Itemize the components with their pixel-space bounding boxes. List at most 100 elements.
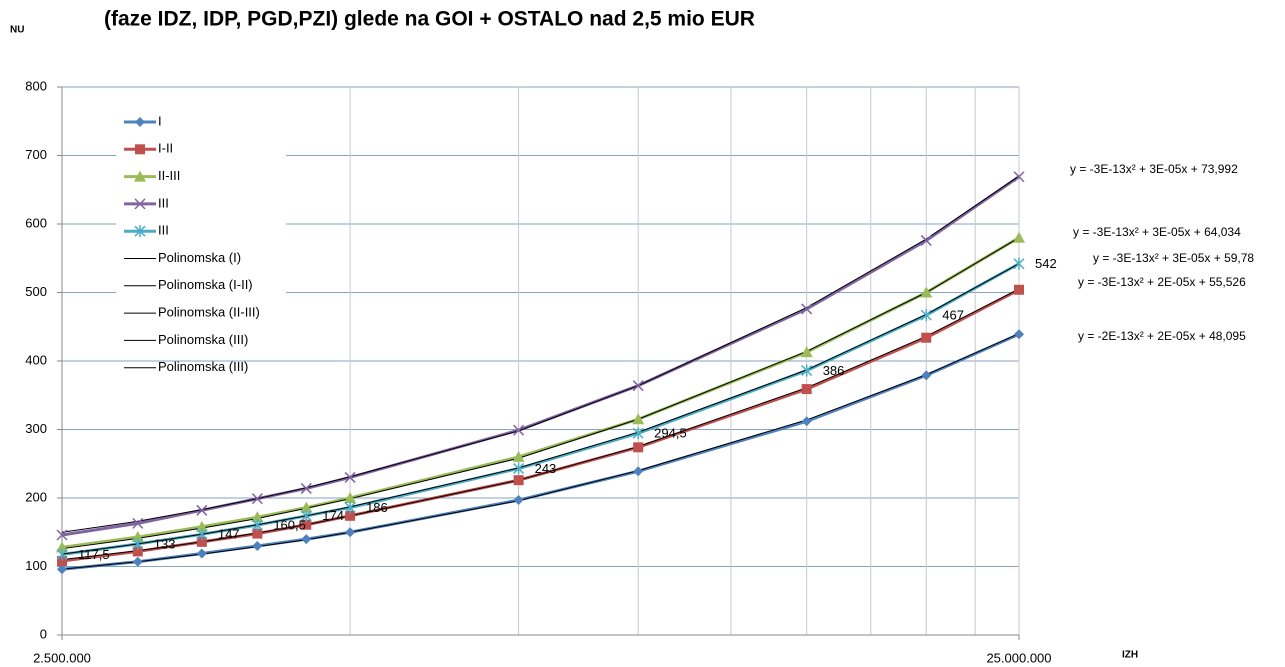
data-label: 186 (366, 500, 388, 515)
legend-label: Polinomska (III) (158, 359, 248, 374)
marker (921, 370, 932, 381)
marker (57, 556, 67, 567)
legend-label: Polinomska (I) (158, 250, 241, 265)
marker (134, 170, 146, 182)
marker (1013, 257, 1025, 270)
marker (1013, 231, 1025, 243)
marker (801, 364, 813, 377)
marker (1013, 171, 1025, 183)
data-label: 386 (823, 363, 845, 378)
trend-equation: y = -3E-13x² + 3E-05x + 59,78 (1093, 251, 1254, 265)
chart-title: (faze IDZ, IDP, PGD,PZI) glede na GOI + … (104, 8, 755, 31)
marker (632, 427, 644, 440)
marker (56, 529, 68, 541)
marker (196, 504, 208, 516)
legend-label: II-III (158, 168, 180, 183)
marker (513, 424, 525, 436)
marker (134, 198, 146, 210)
y-tick-label: 700 (25, 147, 47, 162)
marker (196, 536, 207, 547)
x-axis-label: IZH (1122, 650, 1138, 661)
marker (1014, 284, 1024, 295)
marker (132, 556, 143, 567)
marker (800, 346, 813, 358)
marker (300, 509, 312, 522)
marker (345, 527, 356, 538)
marker (345, 510, 356, 521)
marker (251, 493, 263, 505)
marker (300, 501, 313, 513)
marker (344, 471, 356, 483)
y-tick-label: 300 (25, 421, 47, 436)
marker (801, 303, 813, 315)
data-label: 467 (942, 308, 964, 323)
legend-label: Polinomska (II-III) (158, 305, 260, 320)
y-tick-label: 0 (40, 626, 47, 641)
marker (633, 442, 644, 453)
marker (513, 475, 524, 486)
marker (300, 482, 312, 494)
marker (633, 466, 644, 477)
marker (301, 519, 312, 530)
marker (131, 531, 144, 543)
marker (135, 117, 145, 127)
legend-label: I (158, 113, 162, 128)
marker (513, 495, 524, 506)
marker (135, 144, 145, 155)
marker (56, 548, 68, 561)
y-tick-label: 600 (25, 215, 47, 230)
marker (801, 416, 812, 427)
legend-label: Polinomska (I-II) (158, 277, 253, 292)
data-label: 133 (154, 536, 176, 551)
data-label: 160,5 (273, 517, 306, 532)
marker (132, 537, 144, 550)
marker (132, 517, 144, 529)
trend-equation: y = -2E-13x² + 2E-05x + 48,095 (1078, 329, 1246, 343)
y-tick-label: 100 (25, 558, 47, 573)
data-label: 147 (218, 527, 240, 542)
marker (920, 286, 933, 298)
y-tick-label: 200 (25, 489, 47, 504)
marker (196, 548, 207, 559)
legend-label: I-II (158, 141, 173, 156)
data-label: 117,5 (78, 547, 110, 562)
legend-label: Polinomska (III) (158, 332, 248, 347)
marker (920, 234, 932, 246)
marker (920, 309, 932, 322)
legend-label: III (158, 223, 169, 238)
legend-label: III (158, 195, 169, 210)
marker (251, 519, 263, 532)
data-label: 294,5 (654, 426, 687, 441)
marker (251, 511, 264, 523)
marker (195, 520, 208, 532)
x-tick-label: 25.000.000 (986, 650, 1051, 665)
trend-equation: y = -3E-13x² + 2E-05x + 55,526 (1078, 275, 1246, 289)
trend-equation: y = -3E-13x² + 3E-05x + 73,992 (1070, 162, 1238, 176)
marker (921, 332, 932, 343)
data-label: 542 (1035, 256, 1057, 271)
data-label: 174 (322, 508, 344, 523)
marker (1014, 329, 1024, 340)
marker (56, 541, 68, 553)
marker (513, 462, 525, 475)
marker (512, 450, 525, 462)
marker (344, 492, 357, 503)
marker (632, 380, 644, 392)
marker (344, 501, 356, 514)
marker (132, 546, 143, 557)
marker (301, 534, 312, 545)
data-label: 243 (535, 461, 557, 476)
y-tick-label: 500 (25, 284, 47, 299)
marker (57, 564, 67, 575)
y-tick-label: 800 (25, 78, 47, 93)
marker (252, 540, 263, 551)
marker (252, 528, 263, 539)
marker (801, 384, 812, 395)
marker (134, 225, 146, 238)
y-tick-label: 400 (25, 352, 47, 367)
marker (196, 528, 208, 541)
y-axis-label: NU (10, 25, 24, 36)
trend-equation: y = -3E-13x² + 3E-05x + 64,034 (1073, 225, 1241, 239)
marker (632, 413, 645, 425)
